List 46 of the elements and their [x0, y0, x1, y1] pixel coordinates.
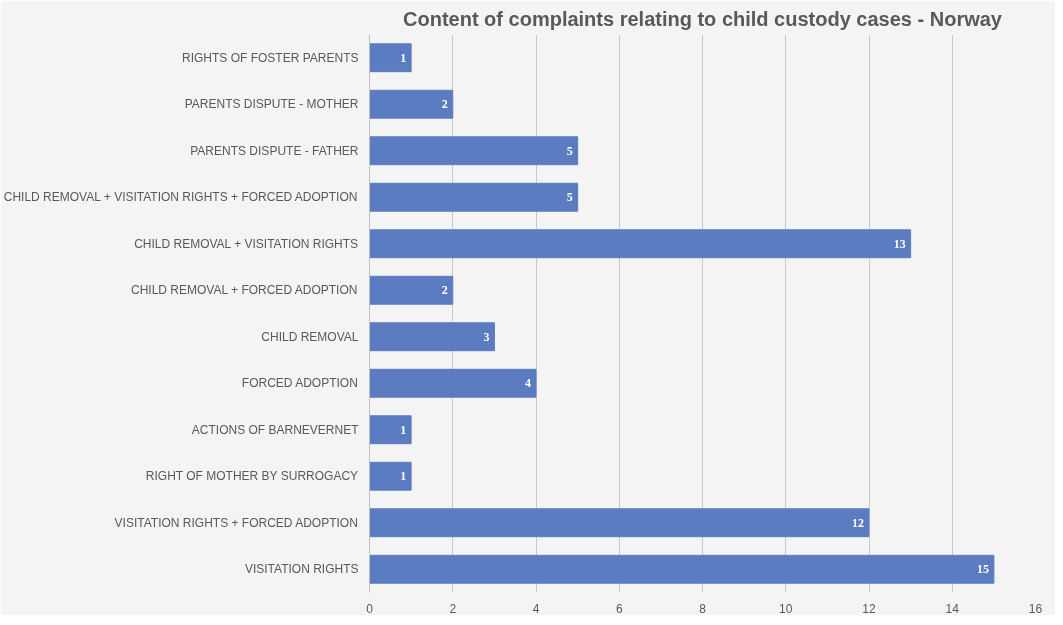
bar [369, 508, 870, 538]
y-tick-label: VISITATION RIGHTS + FORCED ADOPTION [114, 515, 358, 530]
data-label: 3 [483, 329, 490, 344]
data-label: 5 [566, 143, 573, 158]
data-label: 1 [400, 50, 407, 65]
y-tick-label: VISITATION RIGHTS [244, 562, 359, 577]
data-label: 4 [525, 376, 532, 391]
x-tick-label: 12 [862, 601, 876, 616]
y-tick-label: CHILD REMOVAL + VISITATION RIGHTS + FORCED ADOPTION [3, 190, 358, 205]
x-tick-label: 6 [615, 601, 623, 616]
data-label: 12 [852, 515, 865, 530]
bar [369, 368, 537, 398]
x-tick-label: 16 [1028, 601, 1043, 616]
x-tick-label: 14 [945, 601, 960, 616]
bar [369, 182, 579, 212]
data-label: 13 [893, 236, 906, 251]
data-label: 2 [441, 97, 448, 112]
bar [369, 275, 454, 305]
bar [369, 461, 412, 491]
data-label: 5 [566, 190, 573, 205]
x-tick-label: 4 [532, 601, 540, 616]
y-tick-label: RIGHTS OF FOSTER PARENTS [182, 50, 359, 65]
y-tick-label: CHILD REMOVAL + VISITATION RIGHTS [134, 236, 359, 251]
data-label: 1 [400, 422, 407, 437]
x-tick-label: 10 [779, 601, 793, 616]
bar [369, 322, 495, 352]
data-label: 15 [976, 562, 989, 577]
y-tick-label: RIGHT OF MOTHER BY SURROGACY [145, 469, 359, 484]
bar [369, 229, 912, 259]
y-tick-label: PARENTS DISPUTE - MOTHER [184, 97, 359, 112]
data-label: 1 [400, 469, 407, 484]
bar [369, 43, 412, 73]
bar [369, 415, 412, 445]
y-tick-label: FORCED ADOPTION [241, 376, 358, 391]
x-tick-label: 8 [699, 601, 707, 616]
data-label: 2 [441, 283, 448, 298]
bar [369, 136, 579, 166]
y-tick-label: ACTIONS OF BARNEVERNET [191, 422, 360, 437]
chart-title: Content of complaints relating to child custody cases - Norway [403, 7, 1003, 30]
bar [369, 554, 995, 584]
y-tick-label: CHILD REMOVAL [261, 329, 359, 344]
y-tick-label: CHILD REMOVAL + FORCED ADOPTION [131, 283, 358, 298]
x-tick-label: 0 [366, 601, 374, 616]
bar [369, 89, 454, 119]
y-tick-label: PARENTS DISPUTE - FATHER [190, 143, 359, 158]
x-tick-label: 2 [449, 601, 457, 616]
